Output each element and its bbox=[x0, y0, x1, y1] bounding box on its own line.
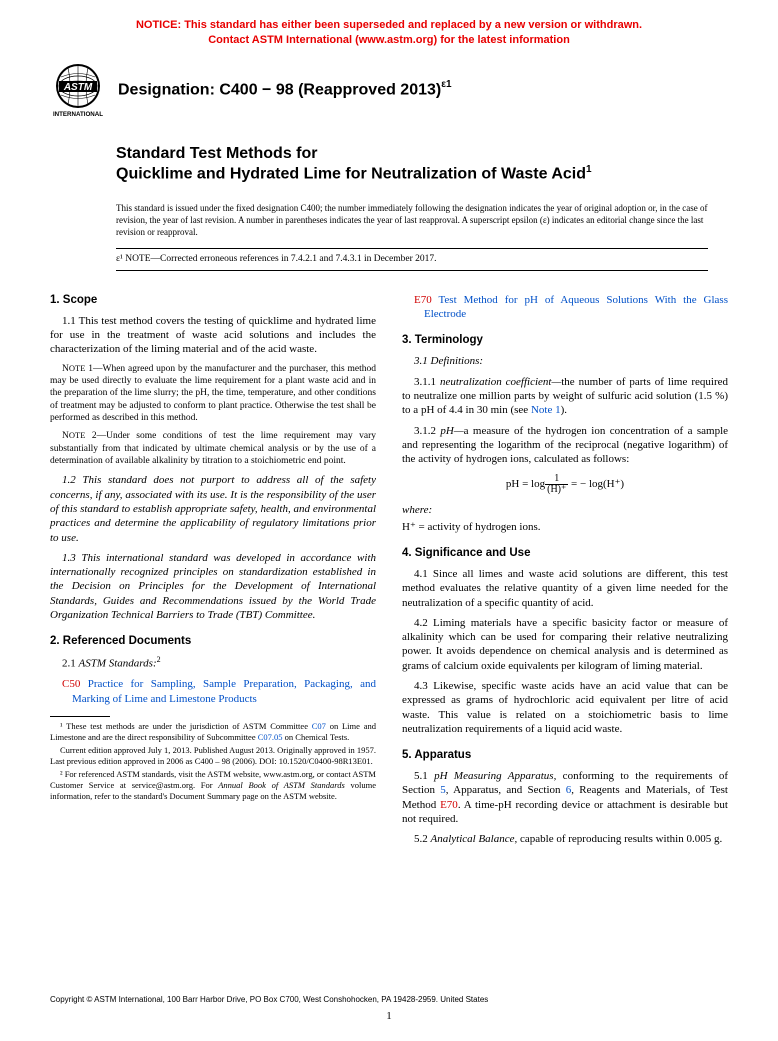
link-e70b[interactable]: E70 bbox=[440, 799, 458, 811]
para-4-1: 4.1 Since all limes and waste acid solut… bbox=[402, 567, 728, 610]
para-1-1: 1.1 This test method covers the testing … bbox=[50, 314, 376, 357]
designation-sup: ε1 bbox=[441, 79, 451, 90]
ph-formula: pH = log1(H)⁺ = − log(H⁺) bbox=[402, 474, 728, 495]
designation: Designation: C400 − 98 (Reapproved 2013)… bbox=[118, 79, 452, 101]
page-number: 1 bbox=[0, 1009, 778, 1023]
where-h: H⁺ = activity of hydrogen ions. bbox=[402, 520, 728, 534]
note-1: NOTENOTE 1—When agreed upon by the manuf… bbox=[50, 363, 376, 425]
section-3-head: 3. Terminology bbox=[402, 333, 728, 348]
title-block: Standard Test Methods for Quicklime and … bbox=[116, 144, 728, 184]
ref-e70: E70 Test Method for pH of Aqueous Soluti… bbox=[424, 293, 728, 322]
footnote-1: ¹ These test methods are under the juris… bbox=[50, 721, 376, 743]
para-1-3: 1.3 This international standard was deve… bbox=[50, 551, 376, 622]
page: NOTICE: This standard has either been su… bbox=[0, 0, 778, 1041]
issue-note: This standard is issued under the fixed … bbox=[116, 202, 708, 238]
link-c50[interactable]: C50 bbox=[62, 678, 80, 690]
where-label: where: bbox=[402, 503, 728, 517]
footnotes: ¹ These test methods are under the juris… bbox=[50, 721, 376, 802]
epsilon-note: ε¹ NOTE—Corrected erroneous references i… bbox=[116, 248, 708, 270]
para-3-1-2: 3.1.2 pH—a measure of the hydrogen ion c… bbox=[402, 424, 728, 467]
section-5-head: 5. Apparatus bbox=[402, 748, 728, 763]
para-3-1: 3.1 Definitions: bbox=[402, 354, 728, 368]
title-line2: Quicklime and Hydrated Lime for Neutrali… bbox=[116, 165, 586, 182]
ref-c50: C50 Practice for Sampling, Sample Prepar… bbox=[72, 677, 376, 706]
header-row: ASTM INTERNATIONAL Designation: C400 − 9… bbox=[50, 62, 728, 118]
designation-text: Designation: C400 − 98 (Reapproved 2013) bbox=[118, 81, 441, 98]
para-2-1: 2.1 ASTM Standards:2 bbox=[50, 655, 376, 671]
title-sup: 1 bbox=[586, 164, 592, 175]
para-4-3: 4.3 Likewise, specific waste acids have … bbox=[402, 679, 728, 736]
left-column: 1. Scope 1.1 This test method covers the… bbox=[50, 293, 376, 853]
notice-banner: NOTICE: This standard has either been su… bbox=[50, 18, 728, 48]
astm-logo: ASTM INTERNATIONAL bbox=[50, 62, 106, 118]
svg-text:INTERNATIONAL: INTERNATIONAL bbox=[53, 111, 103, 118]
link-c0705[interactable]: C07.05 bbox=[258, 732, 283, 742]
svg-text:ASTM: ASTM bbox=[63, 82, 93, 93]
section-1-head: 1. Scope bbox=[50, 293, 376, 308]
para-1-2: 1.2 This standard does not purport to ad… bbox=[50, 473, 376, 544]
para-5-2: 5.2 Analytical Balance, capable of repro… bbox=[402, 832, 728, 846]
note-2: NOTE 2—Under some conditions of test the… bbox=[50, 430, 376, 467]
section-4-head: 4. Significance and Use bbox=[402, 546, 728, 561]
copyright: Copyright © ASTM International, 100 Barr… bbox=[50, 995, 728, 1005]
para-5-1: 5.1 pH Measuring Apparatus, conforming t… bbox=[402, 769, 728, 826]
notice-line1: NOTICE: This standard has either been su… bbox=[136, 19, 642, 31]
link-note1[interactable]: Note 1 bbox=[531, 404, 561, 416]
link-e70[interactable]: E70 bbox=[414, 294, 432, 306]
link-c07[interactable]: C07 bbox=[312, 721, 326, 731]
columns: 1. Scope 1.1 This test method covers the… bbox=[50, 293, 728, 853]
title: Standard Test Methods for Quicklime and … bbox=[116, 144, 728, 184]
para-4-2: 4.2 Liming materials have a specific bas… bbox=[402, 616, 728, 673]
notice-line2: Contact ASTM International (www.astm.org… bbox=[208, 34, 570, 46]
footnote-2: ² For referenced ASTM standards, visit t… bbox=[50, 769, 376, 802]
footnote-rule bbox=[50, 716, 110, 717]
footnote-1b: Current edition approved July 1, 2013. P… bbox=[50, 745, 376, 767]
right-column: E70 Test Method for pH of Aqueous Soluti… bbox=[402, 293, 728, 853]
section-2-head: 2. Referenced Documents bbox=[50, 634, 376, 649]
para-3-1-1: 3.1.1 neutralization coefficient—the num… bbox=[402, 375, 728, 418]
title-line1: Standard Test Methods for bbox=[116, 145, 318, 162]
